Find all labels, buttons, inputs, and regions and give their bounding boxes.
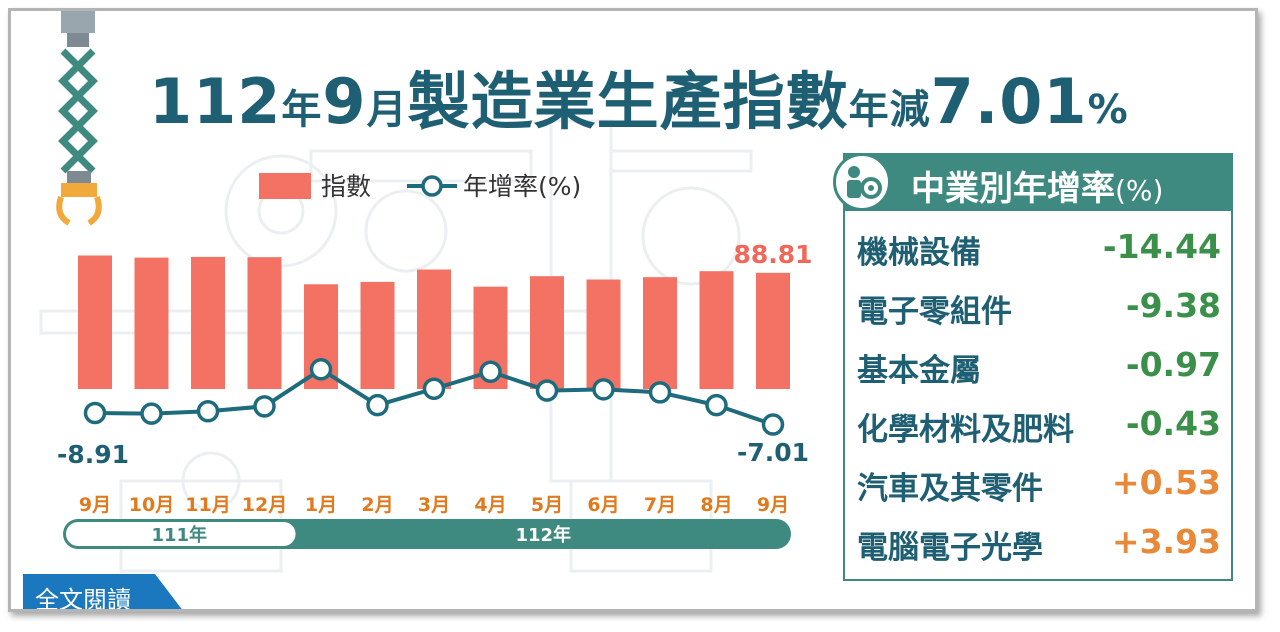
crane-claw-icon xyxy=(56,11,102,226)
worker-gear-icon xyxy=(833,153,891,211)
page-title: 112年9月製造業生產指數年減7.01% xyxy=(149,51,1129,141)
month-tick-label: 10月 xyxy=(129,494,174,516)
industry-name: 化學材料及肥料 xyxy=(857,412,1074,448)
year-segment-111 xyxy=(66,522,296,546)
infographic-frame: 112年9月製造業生產指數年減7.01% 指數 年增率(%) 88.81 -8.9… xyxy=(8,8,1258,612)
industry-growth-value: -0.97 xyxy=(1125,345,1221,384)
industry-growth-value: -14.44 xyxy=(1102,227,1221,266)
growth-rate-point xyxy=(140,402,163,425)
index-bar xyxy=(247,257,282,389)
month-tick-label: 2月 xyxy=(361,494,393,516)
growth-rate-point xyxy=(535,379,559,402)
index-bar xyxy=(134,257,169,389)
panel-header: 中業別年增率(%) xyxy=(833,153,1231,211)
industry-growth-panel: 中業別年增率(%) 機械設備 -14.44 電子零組件 -9.38 基本金屬 -0.97 化… xyxy=(833,153,1233,581)
month-tick-label: 9月 xyxy=(757,494,789,516)
growth-rate-point xyxy=(592,378,615,401)
panel-title-main: 中業別年增率 xyxy=(911,169,1115,209)
industry-growth-value: -9.38 xyxy=(1125,286,1221,325)
industry-name: 電子零組件 xyxy=(857,294,1012,330)
year-label-112: 112年 xyxy=(515,524,571,546)
industry-row: 電子零組件 -9.38 xyxy=(857,284,1221,338)
growth-rate-point xyxy=(366,393,389,417)
industry-row: 基本金屬 -0.97 xyxy=(857,343,1221,397)
month-tick-label: 9月 xyxy=(79,494,111,516)
read-full-text-button[interactable]: 全文閱讀 xyxy=(23,574,187,612)
growth-rate-point xyxy=(196,399,220,423)
index-bar xyxy=(360,281,395,389)
growth-rate-point xyxy=(761,413,785,436)
title-main: 製造業生產指數 xyxy=(407,65,849,138)
production-index-chart: 指數 年增率(%) 88.81 -8.91 -7.01 9月 10月 11月 12月 1月 2… xyxy=(57,172,811,549)
industry-growth-value: +0.53 xyxy=(1111,463,1221,502)
title-month-unit: 月 xyxy=(366,87,408,133)
title-mid: 年減 xyxy=(848,87,931,133)
legend-line-marker xyxy=(421,175,443,197)
bar-value-label: 88.81 xyxy=(733,240,811,269)
rate-first-label: -8.91 xyxy=(57,440,129,469)
legend-bar-swatch xyxy=(259,173,311,199)
index-bar xyxy=(417,269,451,389)
index-bar xyxy=(530,276,564,389)
growth-rate-point xyxy=(705,393,728,417)
title-value: 7.01 xyxy=(930,65,1088,138)
industry-row: 汽車及其零件 +0.53 xyxy=(857,461,1221,515)
growth-rate-point xyxy=(479,360,502,383)
month-tick-label: 7月 xyxy=(644,494,676,516)
month-tick-label: 3月 xyxy=(418,494,450,516)
index-bar xyxy=(191,256,225,389)
industry-name: 汽車及其零件 xyxy=(857,471,1043,507)
industry-row: 化學材料及肥料 -0.43 xyxy=(857,402,1221,456)
month-tick-label: 8月 xyxy=(700,494,732,516)
growth-rate-point xyxy=(309,358,333,381)
index-bar xyxy=(699,271,734,389)
month-tick-label: 12月 xyxy=(242,494,287,516)
legend-bar-label: 指數 xyxy=(321,172,371,201)
industry-row: 電腦電子光學 +3.93 xyxy=(857,520,1221,574)
index-bar xyxy=(586,279,621,389)
month-tick-label: 5月 xyxy=(531,494,563,516)
panel-title-unit: (%) xyxy=(1115,174,1164,207)
index-bar xyxy=(643,277,677,389)
industry-growth-value: +3.93 xyxy=(1111,522,1221,561)
index-bar xyxy=(78,255,112,389)
industry-growth-value: -0.43 xyxy=(1125,404,1221,443)
growth-rate-point xyxy=(648,381,672,404)
month-tick-label: 11月 xyxy=(185,494,230,516)
year-label-111: 111年 xyxy=(151,524,207,546)
legend-line-label: 年增率(%) xyxy=(463,172,581,201)
industry-name: 基本金屬 xyxy=(857,353,981,389)
title-year: 112 xyxy=(149,65,282,138)
growth-rate-point xyxy=(422,377,446,400)
rate-last-label: -7.01 xyxy=(737,438,809,467)
industry-name: 機械設備 xyxy=(857,235,981,271)
read-full-text-label: 全文閱讀 xyxy=(35,586,131,612)
growth-rate-point xyxy=(253,395,276,418)
industry-row: 機械設備 -14.44 xyxy=(857,225,1221,279)
month-tick-label: 6月 xyxy=(587,494,619,516)
read-full-text-button-edge xyxy=(155,574,187,609)
industry-name: 電腦電子光學 xyxy=(857,530,1043,566)
index-bar xyxy=(756,272,790,389)
title-year-unit: 年 xyxy=(281,87,323,133)
read-full-text-button-bg xyxy=(23,574,155,609)
month-tick-label: 1月 xyxy=(305,494,337,516)
panel-title: 中業別年增率(%) xyxy=(911,161,1163,210)
title-month: 9 xyxy=(322,65,367,138)
title-pct: % xyxy=(1087,87,1129,133)
month-tick-label: 4月 xyxy=(474,494,506,516)
growth-rate-point xyxy=(83,401,107,425)
